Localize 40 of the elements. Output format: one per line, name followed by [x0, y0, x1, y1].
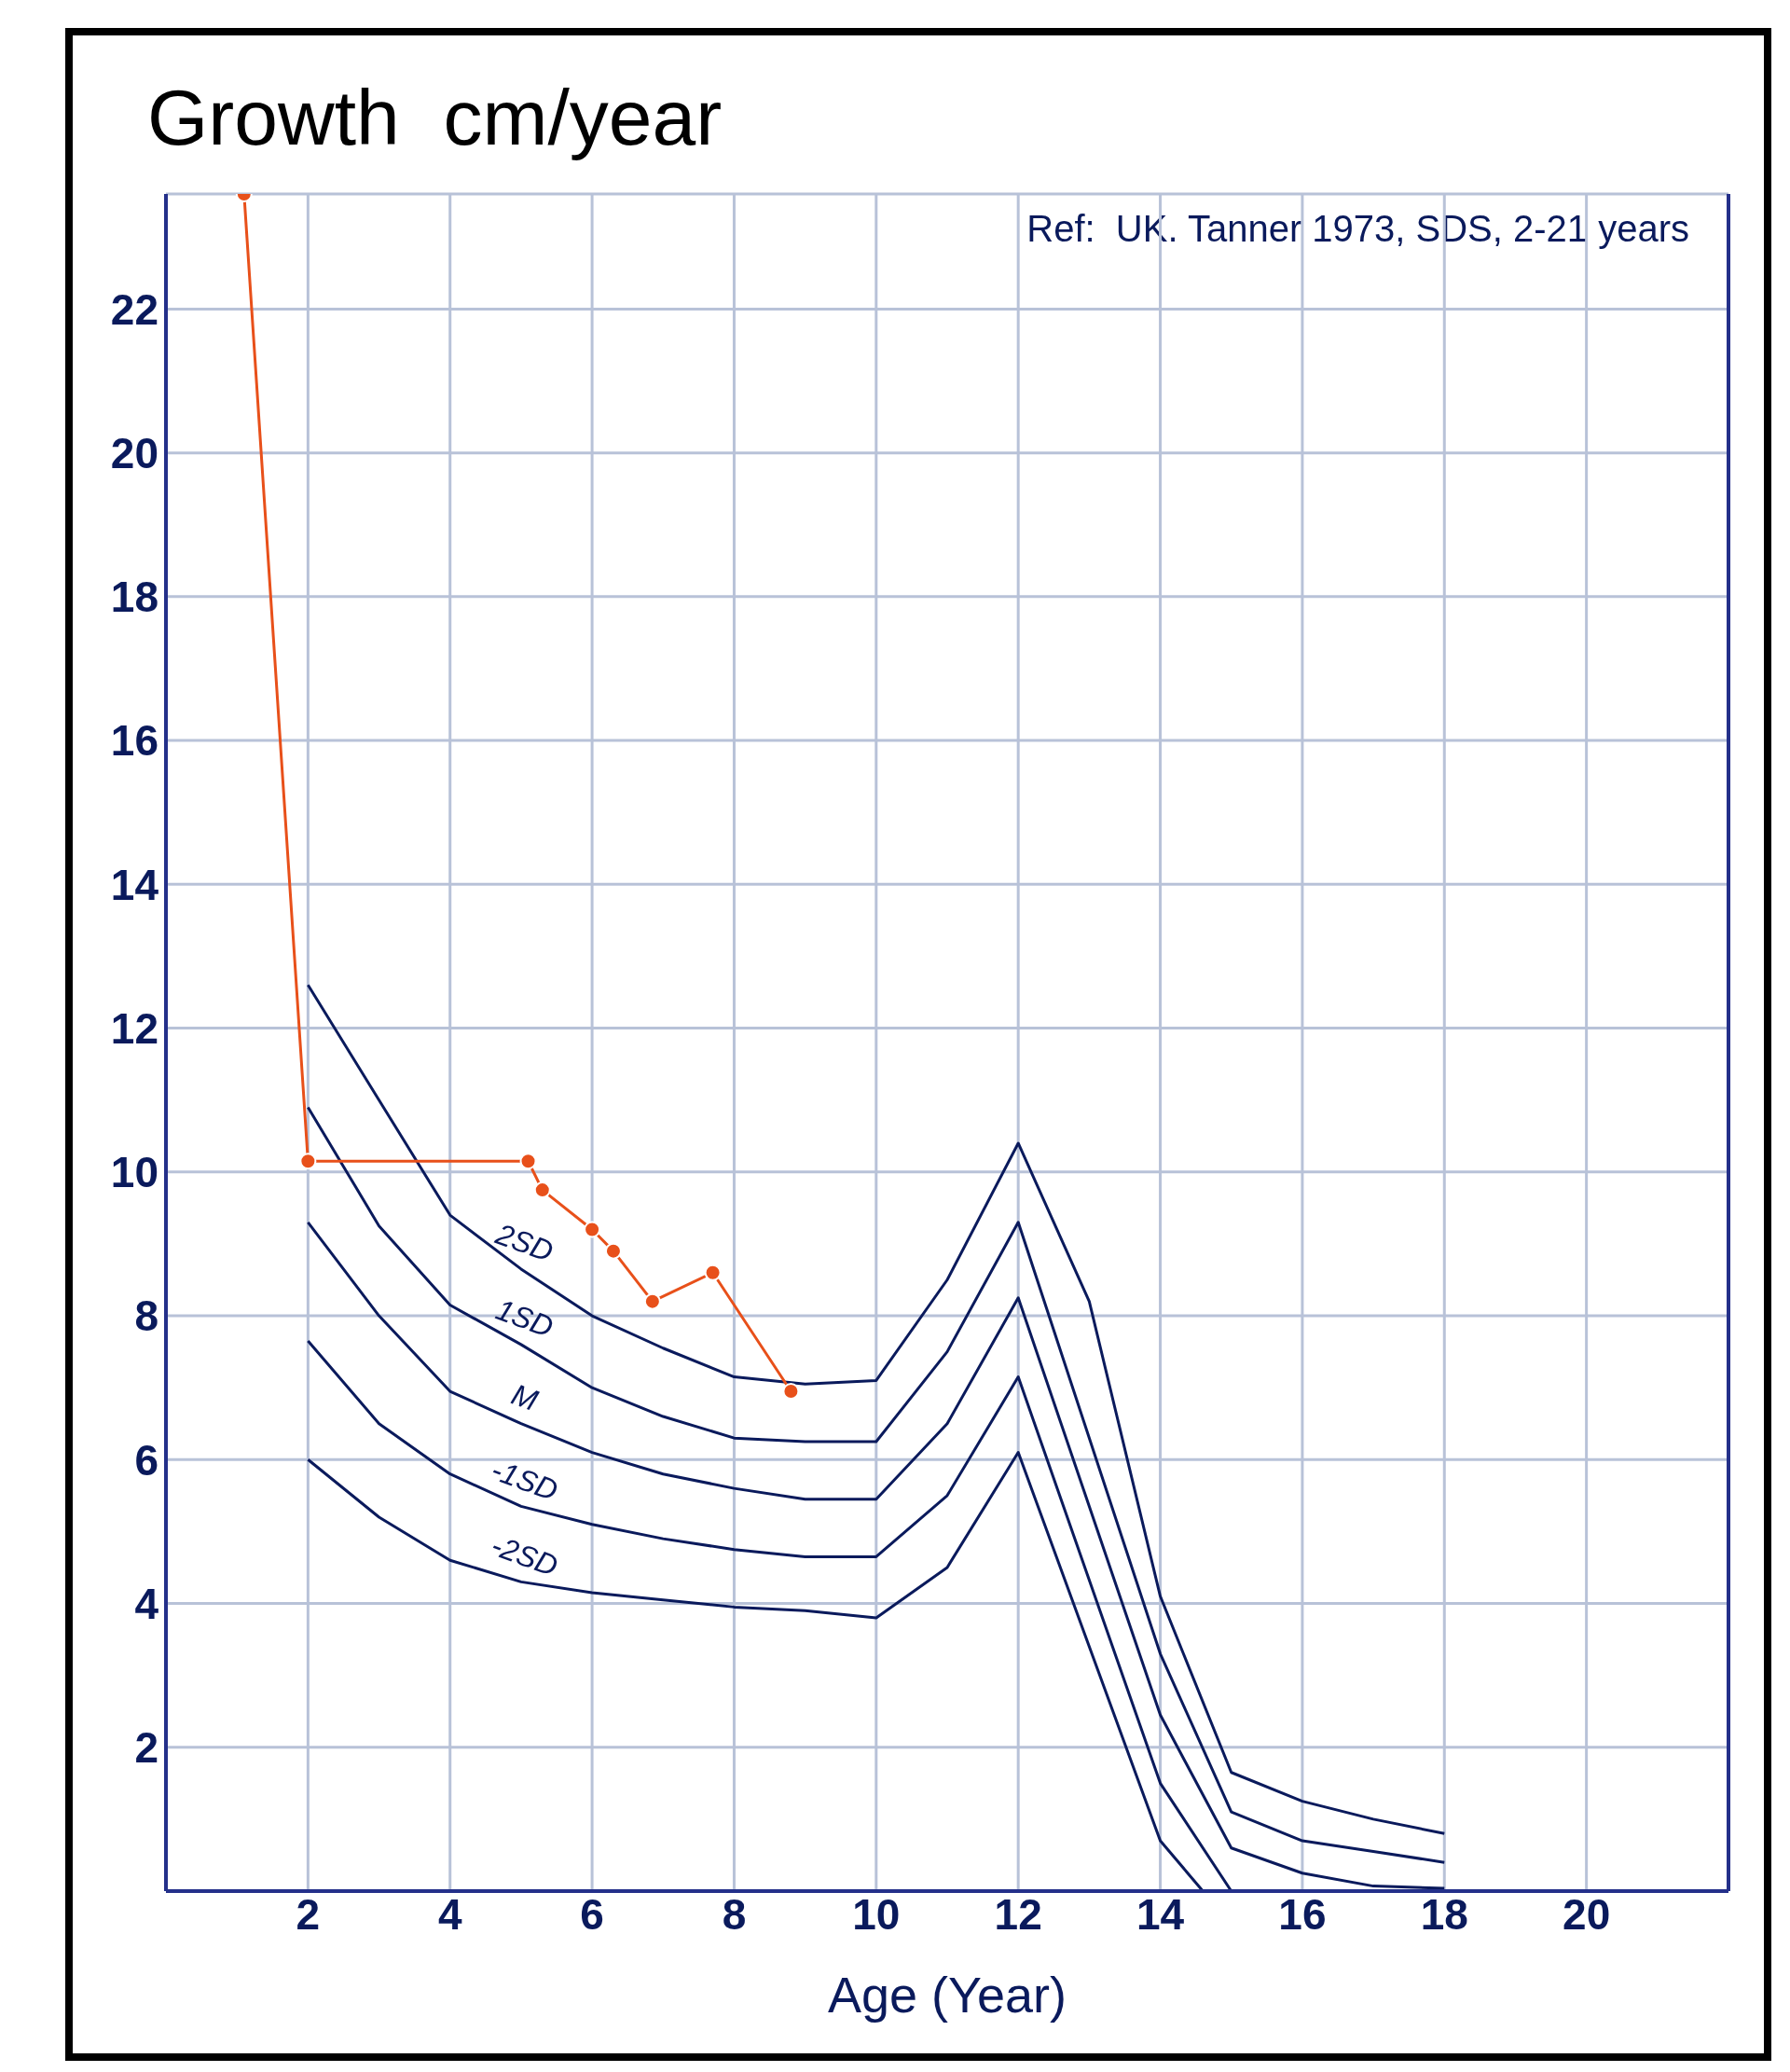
x-tick-label: 8: [722, 1889, 747, 1939]
x-tick-label: 16: [1278, 1889, 1327, 1939]
point: [604, 1242, 622, 1260]
text: M: [506, 1376, 543, 1417]
x-tick-label: 20: [1563, 1889, 1611, 1939]
line-series: [306, 1105, 1446, 1864]
x-axis-title: Age (Year): [827, 1967, 1067, 2023]
line-series: [306, 983, 1446, 1835]
y-tick-label: 18: [110, 573, 158, 622]
line-series: [306, 1451, 1205, 1891]
y-tick-label: 12: [110, 1003, 158, 1053]
y-tick-label: 4: [134, 1579, 159, 1628]
chart-title: Growth cm/year: [147, 73, 723, 163]
y-tick-label: 20: [110, 428, 158, 477]
annotation: Ref: UK. Tanner 1973, SDS, 2-21 years: [1026, 208, 1689, 250]
y-tick-label: 16: [110, 716, 158, 766]
y-tick-label: 22: [110, 284, 158, 334]
y-tick-label: 2: [134, 1723, 158, 1773]
y-tick-label: 14: [110, 860, 159, 909]
x-tick-label: 4: [437, 1889, 462, 1939]
y-tick-label: 6: [134, 1435, 158, 1485]
line-series: [306, 1339, 1233, 1891]
x-tick-label: 12: [994, 1889, 1042, 1939]
point: [519, 1153, 537, 1170]
point: [643, 1292, 661, 1310]
text: 2SD: [490, 1216, 558, 1269]
x-tick-label: 14: [1136, 1889, 1185, 1939]
point: [299, 1153, 317, 1170]
text: -2SD: [487, 1527, 563, 1583]
x-tick-label: 2: [296, 1889, 321, 1939]
point: [704, 1264, 722, 1281]
x-tick-label: 18: [1420, 1889, 1468, 1939]
y-tick-label: 10: [110, 1148, 158, 1197]
x-tick-label: 10: [852, 1889, 901, 1939]
text: 1SD: [491, 1292, 558, 1345]
line-series: [306, 1221, 1446, 1890]
text: -1SD: [487, 1452, 563, 1508]
point: [584, 1221, 601, 1238]
x-tick-label: 6: [580, 1889, 604, 1939]
y-tick-label: 8: [134, 1292, 158, 1341]
